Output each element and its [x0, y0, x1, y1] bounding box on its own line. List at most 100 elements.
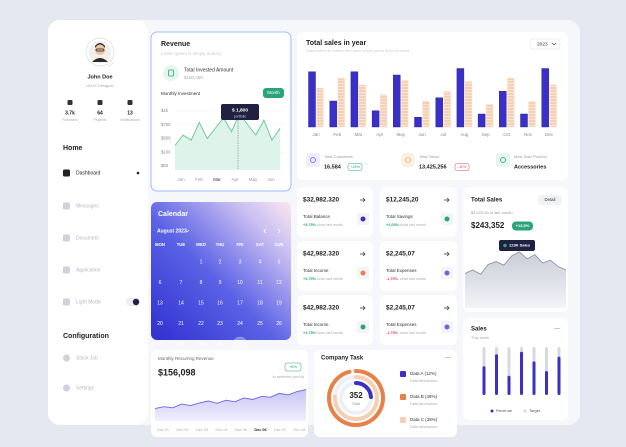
card-label: Total Income — [303, 322, 329, 327]
arrow — [444, 251, 450, 257]
bar — [507, 78, 515, 127]
bar — [541, 68, 549, 128]
day[interactable]: 28 — [178, 341, 184, 347]
bar — [422, 101, 430, 127]
menu-item[interactable]: Application — [76, 267, 101, 273]
day[interactable]: 10 — [237, 280, 243, 286]
day[interactable]: 7 — [180, 280, 183, 286]
day[interactable]: 8 — [200, 280, 203, 286]
stat-label: Most Sale Product — [514, 154, 548, 159]
button-label[interactable]: Detail — [545, 197, 556, 202]
stat-value: 13 — [127, 110, 133, 116]
x-tick-label: Dec 03 — [196, 428, 208, 432]
x-tick-label: Jul — [440, 132, 446, 137]
day[interactable]: 29 — [198, 341, 204, 347]
stat-card — [297, 295, 373, 345]
y-tick-label: $700 — [161, 122, 171, 127]
day[interactable]: 13 — [157, 300, 163, 306]
prev-arrow[interactable] — [263, 228, 267, 234]
day[interactable]: 9 — [219, 280, 222, 286]
dropdown-label[interactable]: 2023 — [537, 41, 548, 47]
detail-button[interactable] — [538, 195, 562, 205]
badge — [512, 221, 533, 231]
day[interactable]: 15 — [198, 300, 204, 306]
day[interactable]: 16 — [217, 300, 223, 306]
y-tick-label: $100 — [161, 149, 171, 154]
bar — [477, 113, 486, 128]
day[interactable]: 6 — [159, 280, 162, 286]
change: +2,05% — [386, 223, 400, 227]
day[interactable]: 18 — [257, 300, 263, 306]
bar — [486, 104, 494, 127]
next-arrow[interactable] — [277, 228, 281, 234]
day[interactable]: 22 — [198, 321, 204, 327]
day[interactable]: 23 — [217, 321, 223, 327]
card-label: Total Savings — [386, 214, 414, 219]
menu-button[interactable]: ... — [554, 324, 560, 331]
icon — [405, 157, 411, 163]
tooltip-dot — [503, 243, 507, 248]
card-value: $2,245,07 — [386, 305, 415, 312]
card-value: $32,982.320 — [303, 197, 340, 204]
legend-swatch — [400, 371, 406, 377]
day[interactable]: 17 — [237, 300, 243, 306]
line — [464, 251, 567, 275]
day[interactable]: 26 — [276, 321, 282, 327]
day[interactable]: 5 — [278, 259, 281, 265]
change-note: since last month — [317, 223, 343, 227]
bar — [414, 117, 422, 128]
day[interactable]: 1 — [200, 259, 203, 265]
menu-item[interactable]: Dashboard — [76, 170, 101, 176]
stat-label: Total Customers — [324, 154, 353, 159]
day[interactable]: 3 — [239, 259, 242, 265]
menu-item[interactable]: Document — [76, 235, 99, 241]
day[interactable]: 11 — [257, 280, 262, 286]
icon — [360, 270, 366, 276]
change-note: since last month — [400, 277, 426, 281]
menu-button[interactable]: ... — [445, 353, 451, 360]
day[interactable]: 25 — [257, 321, 263, 327]
menu-item[interactable]: Light Mode — [76, 299, 101, 305]
y-tick-label: $50 — [161, 163, 169, 168]
day[interactable]: 31 — [237, 341, 243, 347]
legend-label: Data B (48%) — [410, 394, 438, 399]
icon — [67, 100, 73, 105]
line — [154, 389, 307, 410]
day[interactable]: 12 — [276, 280, 282, 286]
change-note: since last month — [400, 331, 426, 335]
bar — [549, 84, 557, 127]
month-button[interactable] — [263, 88, 284, 98]
button-label[interactable]: Month — [267, 90, 280, 95]
toggle-knob — [132, 298, 140, 306]
legend-note: Data description — [410, 379, 437, 383]
day[interactable]: 14 — [178, 300, 184, 306]
area — [465, 251, 566, 308]
badge — [284, 362, 302, 372]
day[interactable]: 19 — [276, 300, 282, 306]
day[interactable]: 27 — [157, 341, 163, 347]
day[interactable]: 24 — [237, 321, 243, 327]
bar — [499, 91, 507, 128]
tooltip — [499, 240, 535, 251]
icon — [163, 65, 179, 81]
legend-label: Target — [529, 408, 541, 413]
day[interactable]: 2 — [219, 259, 222, 265]
chevron — [551, 42, 557, 46]
day[interactable]: 4 — [259, 259, 262, 265]
menu-icon — [63, 169, 70, 177]
bar — [507, 375, 511, 395]
year-dropdown[interactable] — [529, 38, 561, 50]
day[interactable]: 20 — [157, 321, 163, 327]
menu-item[interactable]: Messages — [76, 203, 99, 209]
card-title: Calendar — [158, 211, 188, 218]
bar — [380, 94, 388, 127]
menu-item[interactable]: Stack Job — [76, 355, 98, 361]
month-label: August 2023 — [157, 228, 187, 234]
menu-item[interactable]: Settings — [76, 385, 95, 391]
sidebar — [48, 20, 148, 425]
day[interactable]: 21 — [178, 321, 184, 327]
bar — [393, 74, 401, 128]
bar — [520, 113, 528, 128]
day[interactable]: 30 — [217, 341, 223, 347]
x-tick-label: Jun — [418, 132, 426, 137]
